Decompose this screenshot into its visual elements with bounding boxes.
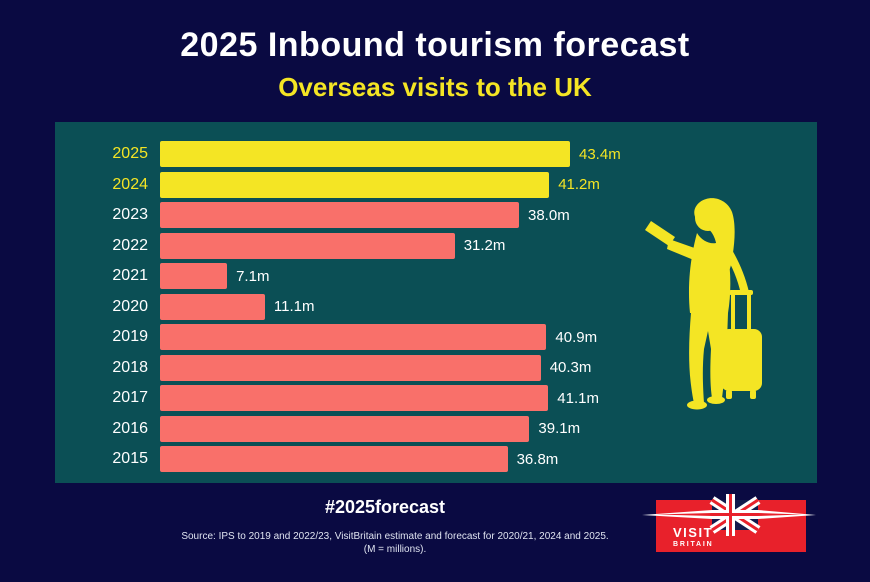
traveller-silhouette-icon bbox=[645, 197, 765, 412]
visitbritain-logo: VISIT BRITAIN bbox=[642, 494, 816, 552]
page-subtitle: Overseas visits to the UK bbox=[278, 72, 592, 102]
chart-row: 2022 31.2m bbox=[55, 232, 621, 259]
union-jack-icon bbox=[642, 494, 816, 536]
value-label: 41.2m bbox=[558, 176, 600, 193]
bar bbox=[160, 354, 541, 381]
value-label: 40.3m bbox=[549, 359, 592, 376]
chart-row: 2018 40.3m bbox=[55, 354, 621, 381]
value-label: 41.1m bbox=[557, 389, 599, 407]
bar bbox=[160, 263, 228, 289]
bar bbox=[160, 385, 549, 411]
year-label: 2020 bbox=[112, 297, 148, 315]
chart-row: 2016 39.1m bbox=[55, 415, 621, 442]
chart-rows: 2025 43.4m 2024 41.2m 2023 38.0m 2022 31.2m 2021… bbox=[55, 141, 621, 472]
year-label: 2023 bbox=[112, 206, 148, 223]
value-label: 39.1m bbox=[538, 420, 581, 437]
page-title: 2025 Inbound tourism forecast bbox=[180, 26, 690, 64]
chart-row: 2024 41.2m bbox=[55, 171, 621, 198]
value-label: 38.0m bbox=[528, 206, 570, 224]
value-label: 11.1m bbox=[273, 298, 315, 315]
logo-word-visit: VISIT bbox=[673, 525, 714, 540]
value-label: 7.1m bbox=[236, 267, 270, 285]
value-label: 31.2m bbox=[463, 237, 506, 254]
bar bbox=[160, 232, 455, 259]
year-label: 2015 bbox=[112, 450, 148, 467]
chart-row: 2020 11.1m bbox=[55, 293, 621, 320]
year-label: 2019 bbox=[112, 328, 148, 345]
bar bbox=[160, 202, 519, 228]
value-label: 36.8m bbox=[516, 450, 559, 468]
bar bbox=[160, 171, 550, 198]
year-label: 2024 bbox=[112, 175, 148, 193]
year-label: 2018 bbox=[112, 358, 148, 376]
chart-row: 2021 7.1m bbox=[55, 263, 621, 289]
chart-row: 2025 43.4m bbox=[55, 141, 621, 167]
source-note: Source: IPS to 2019 and 2022/23, VisitBr… bbox=[0, 530, 790, 556]
year-label: 2016 bbox=[112, 419, 148, 437]
chart-row: 2017 41.1m bbox=[55, 385, 621, 411]
year-label: 2022 bbox=[112, 236, 148, 254]
year-label: 2025 bbox=[112, 145, 148, 162]
source-line-2: (M = millions). bbox=[363, 544, 427, 555]
value-label: 40.9m bbox=[555, 328, 598, 346]
chart-row: 2023 38.0m bbox=[55, 202, 621, 228]
hashtag: #2025forecast bbox=[324, 497, 446, 517]
chart-panel: 2025 43.4m 2024 41.2m 2023 38.0m 2022 31.2m 2021… bbox=[55, 122, 817, 483]
source-line-1: Source: IPS to 2019 and 2022/23, VisitBr… bbox=[181, 531, 609, 542]
bar bbox=[160, 446, 508, 472]
chart-row: 2015 36.8m bbox=[55, 446, 621, 472]
chart-row: 2019 40.9m bbox=[55, 324, 621, 350]
bar bbox=[160, 415, 530, 442]
year-label: 2017 bbox=[112, 389, 148, 406]
logo-word-britain: BRITAIN bbox=[673, 541, 714, 548]
value-label: 43.4m bbox=[579, 145, 621, 163]
year-label: 2021 bbox=[112, 267, 148, 284]
bar bbox=[160, 324, 547, 350]
bar bbox=[160, 293, 265, 320]
bar bbox=[160, 141, 570, 167]
traveller-silhouette-svg bbox=[645, 198, 762, 410]
visitbritain-logo-text: VISIT BRITAIN bbox=[673, 526, 713, 548]
